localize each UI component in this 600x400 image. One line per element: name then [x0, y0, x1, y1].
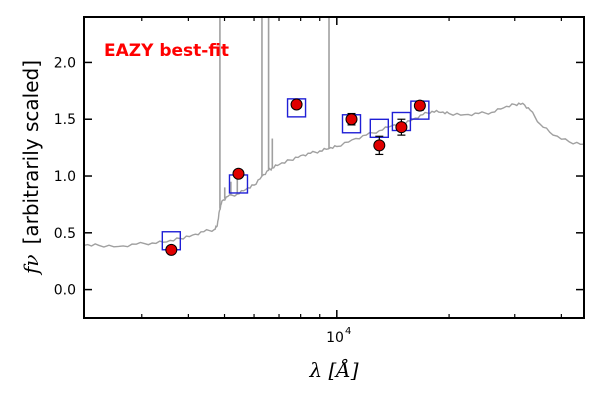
y-tick-label: 0.5 [54, 226, 76, 242]
y-axis-title: fν [arbitrarily scaled] [19, 60, 43, 276]
y-axis-title-math: fν [19, 254, 43, 276]
x-tick-label-base: 10 [326, 330, 344, 346]
axis-ticks [84, 17, 584, 318]
x-tick-label-exp: 4 [345, 326, 351, 337]
annotation-label: EAZY best-fit [104, 41, 229, 61]
model-box [369, 118, 390, 139]
y-tick-label: 0.0 [54, 283, 76, 299]
template-spectrum [84, 17, 584, 248]
plot-frame [83, 16, 585, 319]
x-axis-title: λ [Å] [308, 357, 358, 382]
observed-point [232, 167, 245, 180]
y-axis-title-text: [arbitrarily scaled] [19, 60, 43, 244]
template-curve [84, 102, 584, 248]
observed-point [373, 139, 386, 152]
photometry-points [161, 98, 430, 256]
observed-point [345, 113, 358, 126]
observed-point [165, 243, 178, 256]
observed-point [395, 121, 408, 134]
observed-point [413, 99, 426, 112]
y-tick-label: 1.0 [54, 169, 76, 185]
y-tick-label: 1.5 [54, 112, 76, 128]
svg-text:fν [arbitrarily scaled]: fν [arbitrarily scaled] [19, 60, 43, 276]
observed-point [290, 98, 303, 111]
y-tick-labels: 0.0 0.5 1.0 1.5 2.0 [54, 55, 76, 298]
x-tick-label-major: 10 4 [326, 326, 351, 346]
y-tick-label: 2.0 [54, 55, 76, 71]
